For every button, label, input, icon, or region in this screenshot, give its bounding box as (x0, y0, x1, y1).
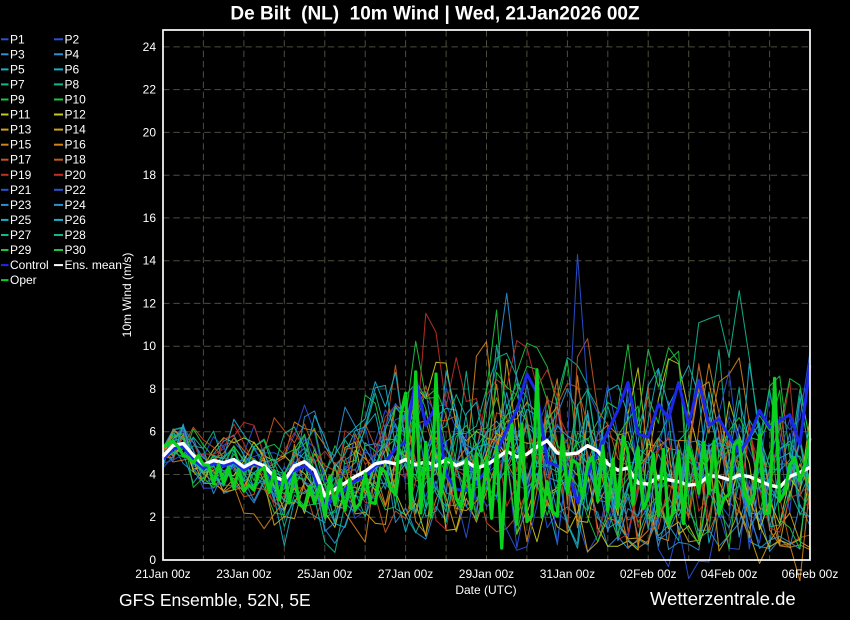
svg-text:12: 12 (143, 296, 157, 310)
svg-text:P16: P16 (65, 138, 87, 152)
svg-text:21Jan 00z: 21Jan 00z (135, 567, 190, 581)
svg-text:P20: P20 (65, 168, 87, 182)
svg-text:10: 10 (143, 339, 157, 353)
svg-text:16: 16 (143, 211, 157, 225)
svg-text:P17: P17 (10, 153, 32, 167)
svg-text:P13: P13 (10, 123, 32, 137)
svg-text:P2: P2 (65, 32, 80, 46)
svg-text:P7: P7 (10, 77, 25, 91)
svg-text:Date (UTC): Date (UTC) (455, 583, 516, 597)
svg-text:23Jan 00z: 23Jan 00z (216, 567, 271, 581)
svg-text:P12: P12 (65, 108, 87, 122)
svg-text:31Jan 00z: 31Jan 00z (540, 567, 595, 581)
svg-text:8: 8 (149, 382, 156, 396)
svg-text:GFS Ensemble, 52N, 5E: GFS Ensemble, 52N, 5E (119, 590, 311, 610)
svg-text:2: 2 (149, 510, 156, 524)
svg-text:P9: P9 (10, 93, 25, 107)
svg-text:P23: P23 (10, 198, 32, 212)
svg-text:14: 14 (143, 254, 157, 268)
svg-text:P30: P30 (65, 243, 87, 257)
svg-text:6: 6 (149, 425, 156, 439)
svg-text:Ens. mean: Ens. mean (65, 258, 122, 272)
svg-text:29Jan 00z: 29Jan 00z (459, 567, 514, 581)
svg-text:22: 22 (143, 83, 157, 97)
svg-text:4: 4 (149, 468, 156, 482)
svg-text:20: 20 (143, 125, 157, 139)
svg-text:P6: P6 (65, 62, 80, 76)
svg-text:06Feb 00z: 06Feb 00z (782, 567, 839, 581)
svg-text:P29: P29 (10, 243, 32, 257)
svg-text:24: 24 (143, 40, 157, 54)
svg-text:P21: P21 (10, 183, 32, 197)
svg-text:P18: P18 (65, 153, 87, 167)
svg-text:P3: P3 (10, 47, 25, 61)
svg-text:18: 18 (143, 168, 157, 182)
svg-text:10m Wind (m/s): 10m Wind (m/s) (120, 253, 134, 338)
svg-text:P15: P15 (10, 138, 32, 152)
svg-text:P14: P14 (65, 123, 87, 137)
svg-text:P28: P28 (65, 228, 87, 242)
svg-text:P19: P19 (10, 168, 32, 182)
svg-text:02Feb 00z: 02Feb 00z (620, 567, 677, 581)
svg-text:Oper: Oper (10, 273, 37, 287)
svg-text:P11: P11 (10, 108, 31, 122)
svg-text:Wetterzentrale.de: Wetterzentrale.de (650, 588, 796, 609)
svg-text:P10: P10 (65, 93, 87, 107)
svg-text:P24: P24 (65, 198, 87, 212)
svg-text:P26: P26 (65, 213, 87, 227)
svg-text:P8: P8 (65, 77, 80, 91)
svg-text:P1: P1 (10, 32, 25, 46)
svg-text:Control: Control (10, 258, 49, 272)
svg-text:P4: P4 (65, 47, 80, 61)
svg-text:27Jan 00z: 27Jan 00z (378, 567, 433, 581)
svg-text:P5: P5 (10, 62, 25, 76)
svg-text:04Feb 00z: 04Feb 00z (701, 567, 758, 581)
svg-text:0: 0 (149, 553, 156, 567)
svg-text:25Jan 00z: 25Jan 00z (297, 567, 352, 581)
svg-text:P27: P27 (10, 228, 32, 242)
svg-text:De Bilt (NL) 10m Wind | Wed,: De Bilt (NL) 10m Wind | Wed, 21Jan2026 0… (230, 4, 640, 25)
svg-text:P25: P25 (10, 213, 32, 227)
svg-text:P22: P22 (65, 183, 87, 197)
